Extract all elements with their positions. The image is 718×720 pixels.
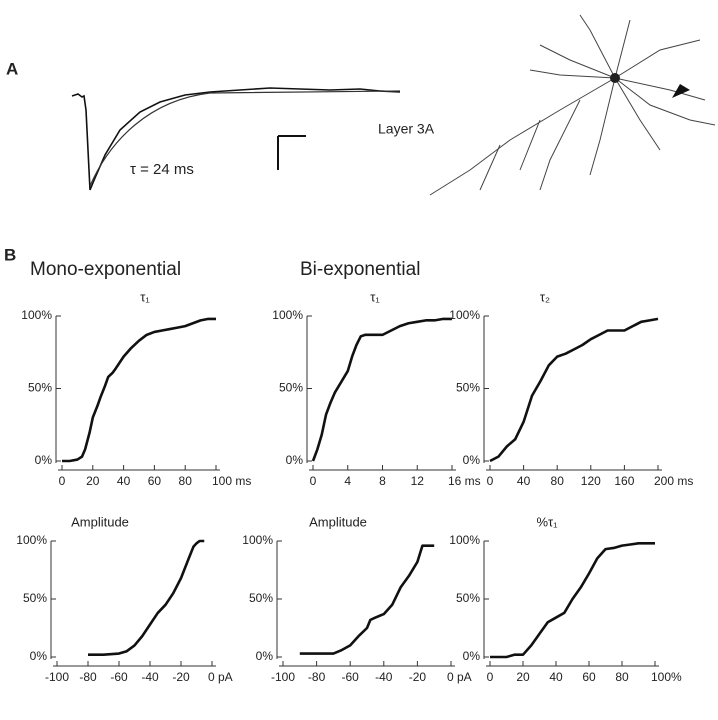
y-tick-label: 100%	[449, 308, 480, 322]
panel-label: A	[6, 59, 18, 78]
y-tick-label: 100%	[242, 533, 273, 547]
x-tick-label: -40	[375, 670, 393, 684]
data-line	[299, 544, 435, 655]
x-tick-label: 4	[344, 474, 351, 488]
y-tick-label: 0%	[256, 649, 274, 663]
chart-title: Amplitude	[71, 514, 129, 529]
y-tick-label: 0%	[463, 453, 481, 467]
x-tick-label: 40	[517, 474, 531, 488]
x-tick-label: 8	[379, 474, 386, 488]
tau-label: τ = 24 ms	[130, 161, 194, 178]
x-tick-label: 20	[516, 670, 530, 684]
y-tick-label: 50%	[28, 381, 52, 395]
x-tick-label: 100 ms	[212, 474, 251, 488]
y-tick-label: 50%	[23, 591, 47, 605]
x-tick-label: -60	[342, 670, 360, 684]
y-tick-label: 100%	[16, 533, 47, 547]
fit-curve	[89, 90, 401, 187]
y-tick-label: 0%	[463, 649, 481, 663]
data-line	[88, 539, 205, 656]
x-tick-label: 80	[551, 474, 565, 488]
x-tick-label: 0	[59, 474, 66, 488]
x-tick-label: 100%	[651, 670, 682, 684]
chart-title: %τ₁	[536, 514, 558, 529]
y-tick-label: 0%	[35, 453, 53, 467]
x-tick-label: 60	[148, 474, 162, 488]
chart-title: Amplitude	[309, 514, 367, 529]
x-tick-label: -80	[308, 670, 326, 684]
x-tick-label: 160	[614, 474, 634, 488]
heading: Mono-exponential	[30, 259, 181, 280]
chart-title: τ₂	[540, 289, 550, 304]
y-tick-label: 100%	[272, 308, 303, 322]
chart-title: τ₁	[140, 289, 150, 304]
chart-title: τ₁	[370, 289, 380, 304]
x-tick-label: 20	[86, 474, 100, 488]
data-line	[62, 317, 216, 463]
y-tick-label: 50%	[456, 591, 480, 605]
x-tick-label: 0	[487, 474, 494, 488]
x-tick-label: -40	[141, 670, 159, 684]
y-tick-label: 100%	[21, 308, 52, 322]
scale-bar	[277, 135, 306, 170]
y-tick-label: 50%	[249, 591, 273, 605]
y-tick-label: 100%	[449, 533, 480, 547]
x-tick-label: 60	[582, 670, 596, 684]
panel-label: B	[4, 245, 16, 264]
x-tick-label: -100	[45, 670, 69, 684]
x-tick-label: 0	[487, 670, 494, 684]
x-tick-label: -20	[172, 670, 190, 684]
arrow	[672, 84, 690, 98]
y-tick-label: 0%	[30, 649, 48, 663]
x-tick-label: -100	[271, 670, 295, 684]
x-tick-label: 0	[310, 474, 317, 488]
data-line	[311, 317, 452, 462]
x-tick-label: -80	[79, 670, 97, 684]
x-tick-label: 80	[179, 474, 193, 488]
x-tick-label: 80	[615, 670, 629, 684]
data-line	[489, 317, 659, 463]
y-tick-label: 50%	[456, 381, 480, 395]
x-tick-label: 12	[411, 474, 425, 488]
x-tick-label: 40	[549, 670, 563, 684]
y-tick-label: 0%	[286, 453, 304, 467]
x-tick-label: 16 ms	[448, 474, 481, 488]
data-line	[490, 542, 655, 659]
neuron-drawing	[429, 14, 716, 196]
x-tick-label: 120	[581, 474, 601, 488]
layer-label: Layer 3A	[378, 121, 435, 137]
y-tick-label: 50%	[279, 381, 303, 395]
x-tick-label: 0 pA	[208, 670, 233, 684]
x-tick-label: -60	[110, 670, 128, 684]
soma	[610, 73, 620, 83]
heading: Bi-exponential	[300, 259, 420, 280]
x-tick-label: 200 ms	[654, 474, 693, 488]
current-trace	[71, 87, 401, 191]
x-tick-label: -20	[409, 670, 427, 684]
x-tick-label: 0 pA	[447, 670, 472, 684]
x-tick-label: 40	[117, 474, 131, 488]
